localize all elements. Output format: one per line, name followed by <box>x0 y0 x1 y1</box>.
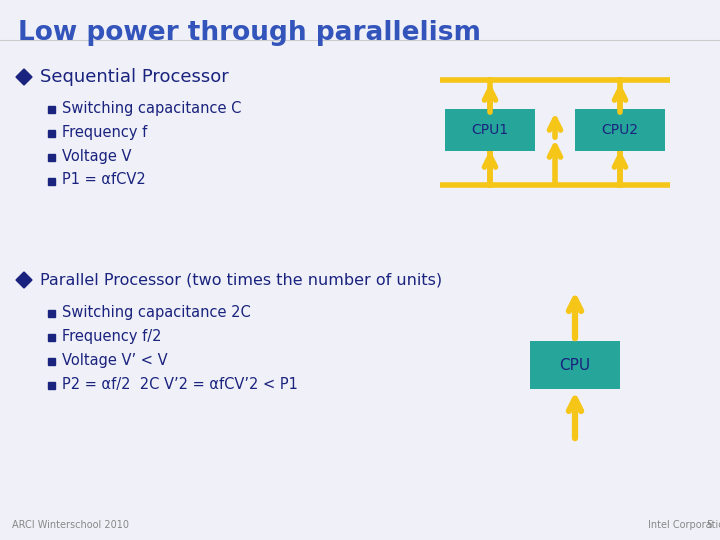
Text: Frequency f: Frequency f <box>62 125 148 139</box>
Bar <box>48 178 55 185</box>
Text: 5: 5 <box>706 520 712 530</box>
Text: Low power through parallelism: Low power through parallelism <box>18 20 481 46</box>
Bar <box>48 358 55 365</box>
Text: Switching capacitance C: Switching capacitance C <box>62 100 241 116</box>
Bar <box>48 130 55 137</box>
Text: ARCI Winterschool 2010: ARCI Winterschool 2010 <box>12 520 129 530</box>
Bar <box>48 154 55 161</box>
Text: Switching capacitance 2C: Switching capacitance 2C <box>62 305 251 320</box>
Polygon shape <box>16 69 32 85</box>
Text: Voltage V: Voltage V <box>62 148 132 164</box>
Bar <box>530 341 620 389</box>
Bar <box>575 109 665 151</box>
Polygon shape <box>16 272 32 288</box>
Bar <box>445 109 535 151</box>
Text: P2 = αf/2  2C V’2 = αfCV’2 < P1: P2 = αf/2 2C V’2 = αfCV’2 < P1 <box>62 376 298 392</box>
Text: Intel Corporation: Intel Corporation <box>648 520 720 530</box>
Bar <box>48 310 55 317</box>
Bar <box>48 334 55 341</box>
Text: CPU2: CPU2 <box>601 123 639 137</box>
Bar <box>48 382 55 389</box>
Text: Parallel Processor (two times the number of units): Parallel Processor (two times the number… <box>40 273 442 287</box>
Text: Frequency f/2: Frequency f/2 <box>62 328 161 343</box>
Bar <box>48 106 55 113</box>
Text: CPU: CPU <box>559 357 590 373</box>
Text: P1 = αfCV2: P1 = αfCV2 <box>62 172 145 187</box>
Text: CPU1: CPU1 <box>472 123 508 137</box>
Text: Voltage V’ < V: Voltage V’ < V <box>62 353 168 368</box>
Text: Sequential Processor: Sequential Processor <box>40 68 229 86</box>
